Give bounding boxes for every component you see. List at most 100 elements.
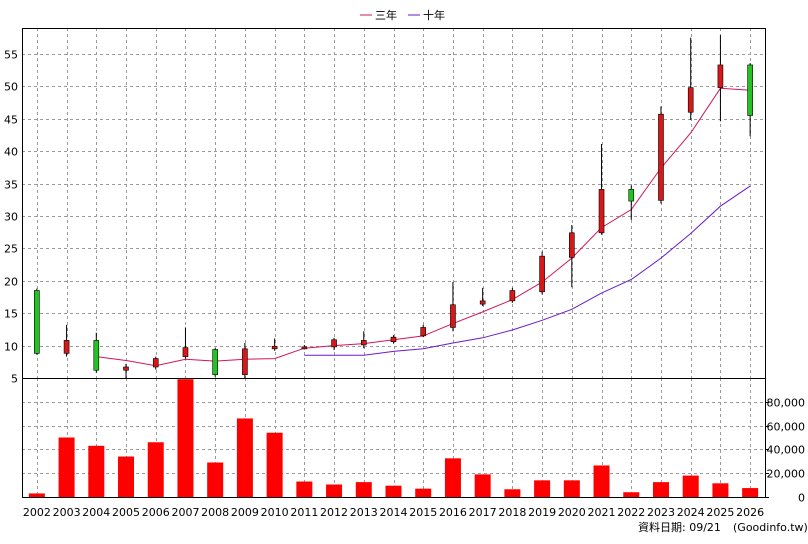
volume-bar [147,442,164,497]
candle-body [360,340,367,346]
candlestick [63,324,70,357]
price-tick-label: 55 [4,49,18,62]
candle-body [658,113,664,201]
price-panel: 5 10 15 20 25 30 35 40 45 50 55 [4,28,766,386]
x-tick-label: 2024 [677,506,705,519]
price-tick-label: 50 [4,81,18,94]
candle-body [747,64,753,116]
volume-bar [652,482,669,497]
x-tick-label: 2018 [498,506,526,519]
x-tick-label: 2025 [706,506,734,519]
volume-bar [355,482,372,497]
volume-bar [296,481,313,497]
candlestick [212,348,218,377]
x-tick-label: 2023 [647,506,675,519]
price-tick-label: 35 [4,179,18,192]
volume-bar [623,492,640,497]
candlestick [509,287,516,303]
candle-body [212,349,218,376]
volume-bar [504,489,521,497]
price-tick-label: 10 [4,341,18,354]
x-tick-label: 2011 [290,506,318,519]
x-tick-label: 2010 [261,506,289,519]
source-date-label: 資料日期: 09/21 [638,520,721,534]
source-site-label: (Goodinfo.tw) [733,521,808,534]
volume-tick-label: 20,000 [767,468,806,481]
candlestick [301,344,308,350]
volume-bar [177,379,194,497]
candle-body [63,340,70,354]
volume-bar [712,483,729,497]
volume-tick-label: 40,000 [767,444,806,457]
candle-body [569,232,575,258]
candlestick [93,332,100,373]
ma10-line [304,185,751,356]
x-axis: 2002 2003 2004 2005 2006 2007 2008 2009 2010 2011… [23,506,764,519]
candlestick [420,324,427,338]
candle-body [628,189,635,202]
candle-body [271,345,278,350]
candle-body [182,347,189,357]
volume-bar [207,462,224,497]
price-tick-label: 5 [11,373,18,386]
candlestick [123,363,129,378]
candlestick [152,356,159,370]
candle-body [152,358,159,368]
x-tick-label: 2003 [53,506,81,519]
volume-frame [22,378,766,498]
candlestick [360,331,367,349]
volume-panel: 0 20,000 40,000 60,000 80,000 [22,378,805,505]
x-tick-label: 2005 [112,506,140,519]
candlestick [242,343,248,378]
volume-bar [534,480,551,497]
x-tick-label: 2008 [201,506,229,519]
volume-bar [58,437,75,497]
volume-bar [88,445,105,497]
x-tick-label: 2007 [171,506,199,519]
price-tick-label: 45 [4,114,18,127]
volume-tick-label: 0 [798,492,805,505]
candlestick [598,144,605,235]
candle-body [539,255,545,293]
candlestick [271,338,278,351]
x-tick-label: 2013 [350,506,378,519]
candle-body [509,290,516,302]
volume-bar [118,456,135,497]
volume-bar [474,474,491,497]
candlestick [34,288,40,355]
candlestick [539,251,545,295]
volume-bar [236,418,253,497]
x-tick-label: 2022 [617,506,645,519]
candlestick [658,106,664,204]
x-tick-label: 2016 [439,506,467,519]
volume-tick-label: 80,000 [767,397,806,410]
volume-bar [28,493,45,497]
x-tick-label: 2012 [320,506,348,519]
candle-body [242,348,248,376]
candle-body [687,87,694,113]
candlestick [717,35,724,122]
x-tick-label: 2017 [469,506,497,519]
x-tick-label: 2026 [736,506,764,519]
volume-bar [415,488,432,497]
candle-body [390,336,397,343]
x-tick-label: 2004 [82,506,110,519]
x-tick-label: 2015 [409,506,437,519]
price-tick-label: 15 [4,308,18,321]
volume-tick-label: 60,000 [767,421,806,434]
volume-bar [742,488,759,497]
candlestick [687,37,694,121]
price-tick-label: 40 [4,146,18,159]
candlestick [182,327,189,359]
volume-bar [266,432,283,497]
x-tick-label: 2006 [142,506,170,519]
x-tick-label: 2014 [380,506,408,519]
candle-body [598,189,605,234]
legend-ma10-label: 十年 [423,8,445,22]
legend-ma3-label: 三年 [375,8,397,22]
candle-body [93,340,100,371]
candlestick [569,225,575,288]
candle-body [450,304,456,328]
